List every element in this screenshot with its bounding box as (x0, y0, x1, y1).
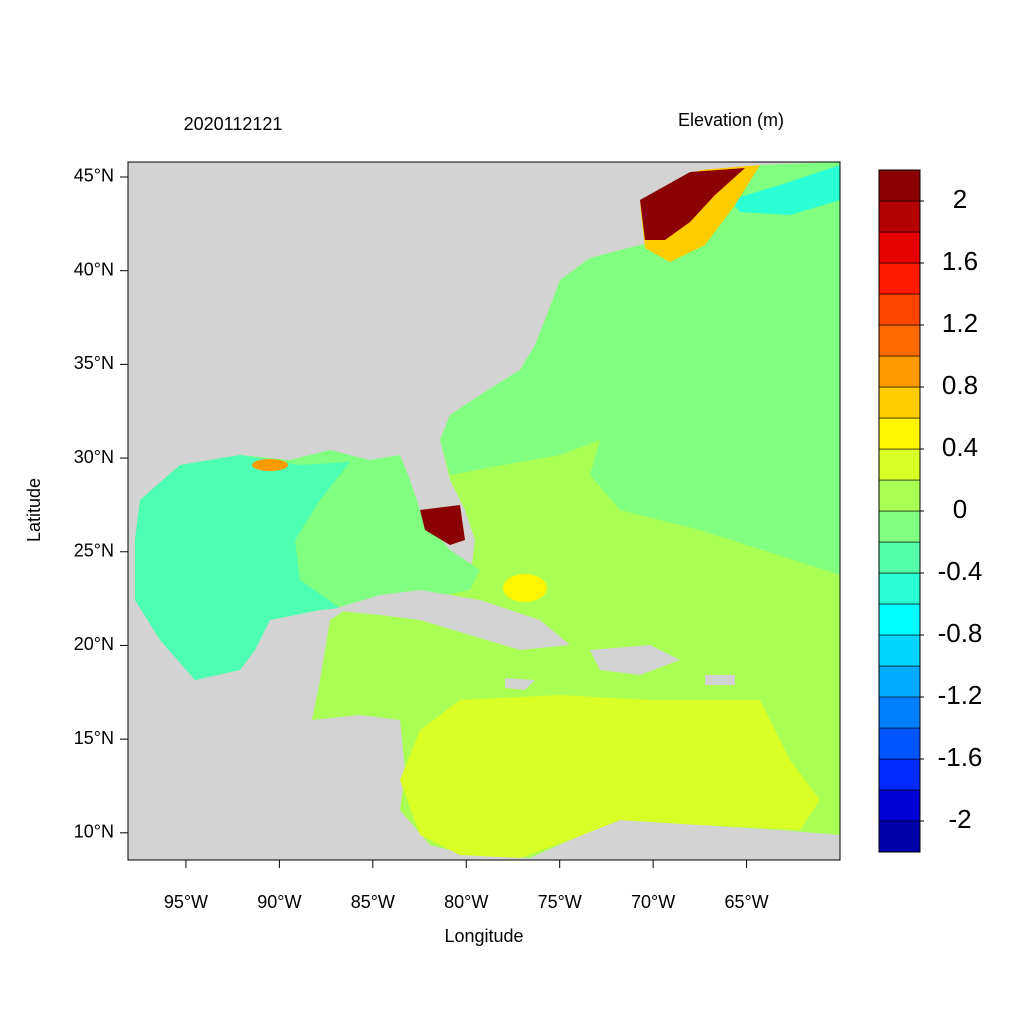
colorbar-swatch (878, 510, 921, 543)
colorbar-swatch (878, 200, 921, 233)
jamaica (505, 678, 535, 690)
north-atlantic (440, 162, 840, 575)
colorbar: -2 -1.6 -1.2 -0.8 -0.4 0 0.4 0.8 1.2 1.6 2 (878, 169, 983, 853)
colorbar-swatch (878, 417, 921, 450)
colorbar-tick-label: 1.2 (942, 308, 978, 338)
colorbar-swatch (878, 479, 921, 512)
x-tick-label: 65°W (724, 892, 768, 912)
y-tick-label: 45°N (74, 166, 114, 186)
colorbar-swatch (878, 789, 921, 822)
colorbar-swatch (878, 820, 921, 853)
colorbar-title: Elevation (m) (678, 110, 784, 130)
x-tick-label: 95°W (164, 892, 208, 912)
western-gulf (135, 455, 350, 680)
bahamas-bank (503, 574, 547, 602)
y-tick-label: 25°N (74, 541, 114, 561)
y-axis-label: Latitude (24, 478, 44, 542)
florida (400, 440, 465, 510)
colorbar-swatch (878, 448, 921, 481)
x-tick-label: 85°W (351, 892, 395, 912)
colorbar-tick-label: -2 (948, 804, 971, 834)
map (128, 162, 840, 860)
hispaniola (590, 645, 680, 675)
colorbar-tick-label: 0 (953, 494, 967, 524)
gulf-of-maine-peak (640, 168, 745, 240)
colorbar-swatch (878, 665, 921, 698)
colorbar-swatch (878, 355, 921, 388)
colorbar-tick-label: -0.4 (938, 556, 983, 586)
x-tick-label: 90°W (257, 892, 301, 912)
x-tick-label: 75°W (538, 892, 582, 912)
florida-peak (420, 505, 465, 545)
map-title: 2020112121 (184, 114, 283, 134)
plot-frame (127, 161, 841, 861)
colorbar-swatch (878, 169, 921, 202)
x-tick-label: 80°W (444, 892, 488, 912)
x-tick-label: 70°W (631, 892, 675, 912)
y-tick-label: 15°N (74, 728, 114, 748)
colorbar-swatch (878, 231, 921, 264)
y-tick-label: 30°N (74, 447, 114, 467)
x-axis-label: Longitude (444, 926, 523, 946)
south-caribbean (400, 695, 820, 858)
colorbar-tick-label: 0.4 (942, 432, 978, 462)
colorbar-swatch (878, 541, 921, 574)
louisiana-peak (252, 459, 288, 471)
colorbar-tick-label: -1.2 (938, 680, 983, 710)
colorbar-tick-label: -0.8 (938, 618, 983, 648)
colorbar-swatch (878, 572, 921, 605)
colorbar-tick-label: 2 (953, 184, 967, 214)
y-tick-label: 35°N (74, 353, 114, 373)
colorbar-swatch (878, 727, 921, 760)
colorbar-swatch (878, 696, 921, 729)
north-atlantic-shelf (730, 165, 840, 215)
colorbar-tick-label: 1.6 (942, 246, 978, 276)
colorbar-swatch (878, 293, 921, 326)
colorbar-tick-label: -1.6 (938, 742, 983, 772)
y-tick-label: 40°N (74, 259, 114, 279)
cuba (330, 590, 570, 650)
puerto-rico (705, 675, 735, 685)
colorbar-tick-label: 0.8 (942, 370, 978, 400)
colorbar-swatch (878, 324, 921, 357)
colorbar-swatch (878, 262, 921, 295)
colorbar-swatch (878, 603, 921, 636)
y-tick-label: 10°N (74, 822, 114, 842)
colorbar-swatch (878, 634, 921, 667)
colorbar-swatch (878, 386, 921, 419)
y-tick-label: 20°N (74, 634, 114, 654)
colorbar-swatch (878, 758, 921, 791)
